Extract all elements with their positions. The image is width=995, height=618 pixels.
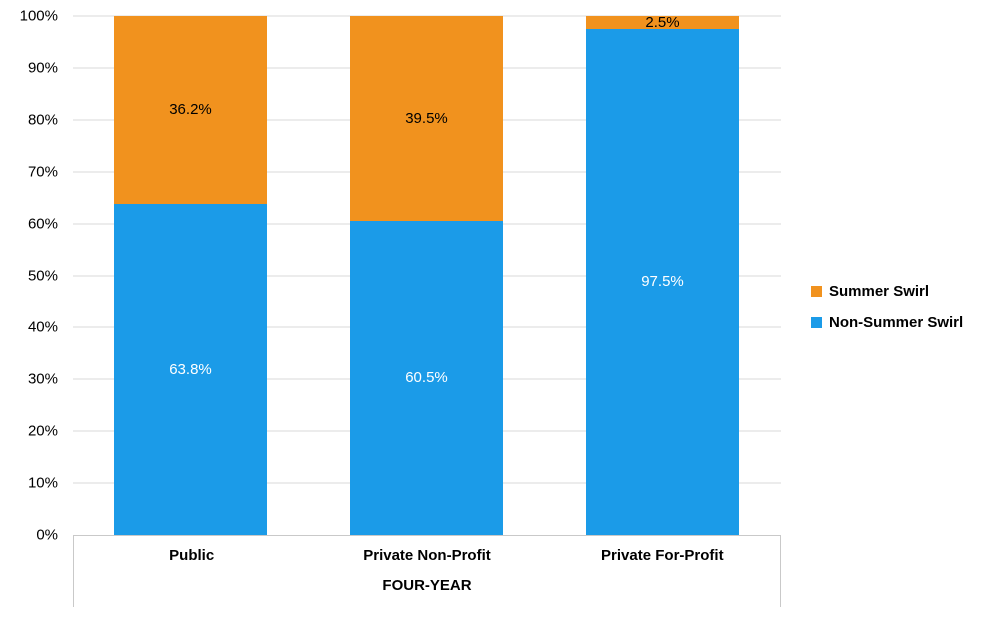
axis-group-label: FOUR-YEAR (382, 577, 472, 594)
x-axis: Public Private Non-Profit Private For-Pr… (73, 535, 781, 607)
plot-area: 36.2% 63.8% 39.5% 60.5% 2.5% 97.5% (73, 13, 781, 535)
y-axis: 0% 10% 20% 30% 40% 50% 60% 70% 80% 90% 1… (0, 8, 58, 544)
legend: Summer Swirl Non-Summer Swirl (811, 283, 963, 331)
y-tick-label: 30% (27, 370, 58, 388)
segment-summer-swirl: 39.5% (350, 16, 503, 221)
bar-private-for-profit: 2.5% 97.5% (586, 13, 739, 535)
y-tick-label: 100% (19, 7, 58, 25)
data-label-non-summer: 60.5% (405, 369, 448, 387)
segment-non-summer-swirl: 60.5% (350, 221, 503, 535)
segment-summer-swirl: 36.2% (114, 16, 267, 204)
y-tick-label: 70% (27, 163, 58, 181)
data-label-non-summer: 97.5% (641, 273, 684, 291)
y-tick-label: 60% (27, 215, 58, 233)
legend-item-summer-swirl: Summer Swirl (811, 283, 963, 300)
data-label-non-summer: 63.8% (169, 360, 212, 378)
data-label-summer: 36.2% (169, 101, 212, 119)
legend-label: Summer Swirl (829, 283, 930, 300)
legend-label: Non-Summer Swirl (829, 314, 964, 331)
y-tick-label: 80% (27, 111, 58, 129)
y-tick-label: 90% (27, 59, 58, 77)
segment-non-summer-swirl: 97.5% (586, 28, 739, 535)
non-summer-swirl-swatch-icon (811, 317, 822, 328)
data-label-summer: 2.5% (645, 13, 680, 31)
segment-summer-swirl: 2.5% (586, 13, 739, 31)
legend-item-non-summer-swirl: Non-Summer Swirl (811, 314, 963, 331)
category-labels: Public Private Non-Profit Private For-Pr… (74, 547, 780, 564)
y-tick-label: 50% (27, 267, 58, 284)
y-tick-label: 20% (27, 422, 58, 440)
data-label-summer: 39.5% (405, 110, 448, 127)
bar-private-non-profit: 39.5% 60.5% (350, 16, 503, 535)
summer-swirl-swatch-icon (811, 286, 822, 297)
y-tick-label: 10% (27, 474, 58, 492)
bar-public: 36.2% 63.8% (114, 16, 267, 535)
y-tick-label: 40% (27, 318, 58, 336)
category-label-public: Public (169, 547, 215, 564)
category-label-private-for-profit: Private For-Profit (601, 547, 724, 564)
category-label-private-non-profit: Private Non-Profit (363, 547, 491, 564)
segment-non-summer-swirl: 63.8% (114, 203, 267, 535)
y-tick-label: 0% (36, 526, 58, 544)
